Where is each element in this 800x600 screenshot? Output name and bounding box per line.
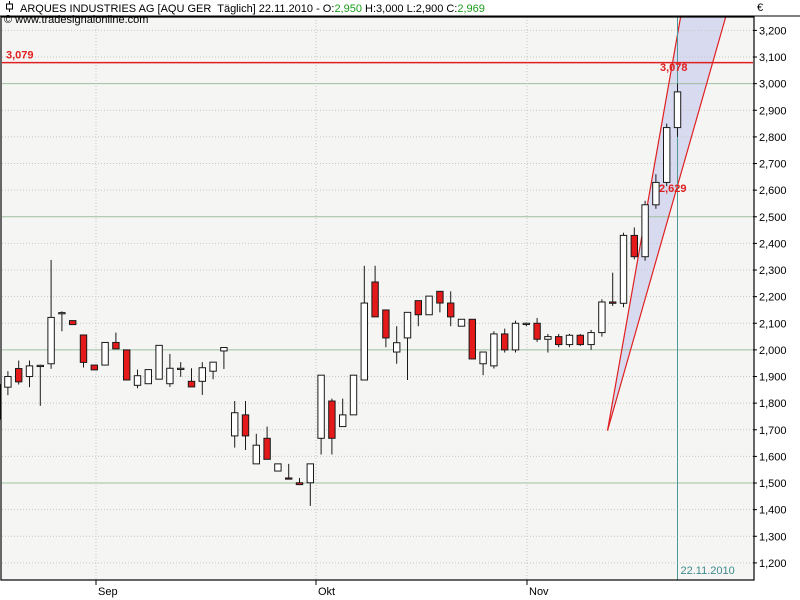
svg-text:1,800: 1,800 [759, 398, 787, 410]
svg-text:3,079: 3,079 [6, 50, 34, 62]
svg-text:2,200: 2,200 [759, 292, 787, 304]
svg-text:1,400: 1,400 [759, 505, 787, 517]
svg-text:2,700: 2,700 [759, 159, 787, 171]
svg-text:2,400: 2,400 [759, 238, 787, 250]
svg-text:3,000: 3,000 [759, 79, 787, 91]
svg-text:2,100: 2,100 [759, 318, 787, 330]
svg-text:2,600: 2,600 [759, 185, 787, 197]
svg-text:2,500: 2,500 [759, 212, 787, 224]
svg-text:2,900: 2,900 [759, 105, 787, 117]
svg-text:Nov: Nov [529, 586, 549, 598]
svg-text:3,100: 3,100 [759, 52, 787, 64]
svg-text:1,300: 1,300 [759, 531, 787, 543]
svg-text:2,300: 2,300 [759, 265, 787, 277]
svg-text:1,500: 1,500 [759, 478, 787, 490]
svg-text:1,900: 1,900 [759, 372, 787, 384]
svg-text:2,629: 2,629 [659, 183, 687, 195]
svg-text:2,800: 2,800 [759, 132, 787, 144]
svg-text:22.11.2010: 22.11.2010 [681, 565, 735, 577]
svg-text:1,700: 1,700 [759, 425, 787, 437]
svg-text:3,200: 3,200 [759, 25, 787, 37]
svg-text:2,000: 2,000 [759, 345, 787, 357]
svg-text:Okt: Okt [318, 586, 335, 598]
svg-text:1,600: 1,600 [759, 451, 787, 463]
svg-text:Sep: Sep [98, 586, 118, 598]
svg-text:3,078: 3,078 [660, 62, 688, 74]
svg-text:1,200: 1,200 [759, 558, 787, 570]
